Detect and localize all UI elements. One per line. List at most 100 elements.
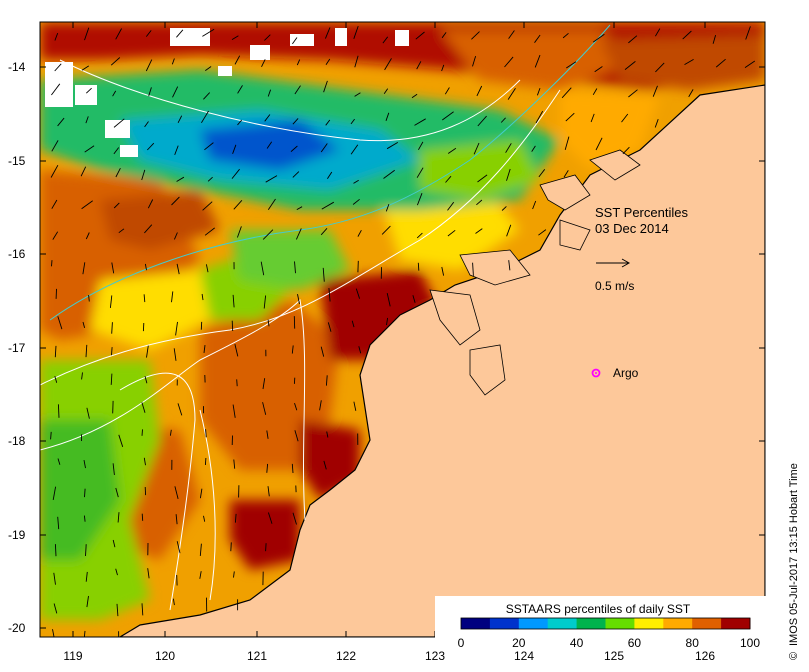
current-vector	[383, 88, 389, 95]
current-vector	[564, 136, 570, 151]
current-vector	[444, 87, 450, 95]
current-vector	[267, 198, 276, 211]
legend-background	[435, 596, 767, 638]
current-vector	[386, 317, 389, 326]
current-vector	[472, 262, 474, 276]
current-vector	[204, 142, 214, 151]
current-vector	[118, 434, 124, 448]
current-vector	[84, 488, 86, 498]
current-vector	[534, 54, 541, 68]
current-vector	[233, 459, 236, 469]
current-vector	[171, 196, 180, 206]
x-tick-label: 125	[604, 649, 624, 663]
current-vector	[350, 144, 359, 155]
current-vector	[415, 31, 425, 40]
current-vector	[416, 61, 422, 70]
current-vector	[86, 595, 89, 608]
current-vector	[85, 544, 87, 557]
current-vector	[353, 179, 359, 184]
current-vector	[205, 264, 209, 273]
current-vector	[112, 463, 115, 476]
legend-tick-label: 60	[628, 636, 642, 650]
map-plot-area	[40, 22, 765, 637]
current-vector	[175, 514, 178, 525]
legend-tick-label: 20	[512, 636, 526, 650]
current-vector	[83, 515, 86, 522]
current-vector	[292, 512, 297, 525]
current-vector	[232, 144, 237, 154]
current-vector	[442, 111, 454, 121]
current-vector	[234, 343, 239, 357]
velocity-scale: 0.5 m/s	[595, 258, 634, 293]
current-vector	[146, 142, 155, 151]
current-vector	[292, 37, 298, 45]
current-vector	[53, 603, 58, 614]
current-vector	[624, 61, 636, 70]
legend-swatch	[461, 618, 491, 629]
current-vector	[267, 89, 272, 97]
current-vector	[81, 372, 83, 380]
x-tick-label: 120	[155, 649, 175, 663]
current-vector	[655, 62, 665, 73]
current-vector	[327, 171, 333, 179]
current-vector	[207, 176, 213, 182]
current-vector	[205, 66, 212, 71]
current-vector	[628, 35, 638, 44]
legend-swatch	[634, 618, 664, 629]
current-vector	[262, 229, 274, 240]
current-vector	[594, 66, 603, 73]
current-vector	[111, 347, 113, 356]
current-vector	[85, 232, 90, 240]
current-vector	[294, 261, 296, 274]
current-vector	[744, 60, 756, 68]
current-vector	[237, 119, 243, 126]
current-vector	[383, 169, 395, 179]
current-vector	[80, 166, 87, 177]
current-vector	[112, 90, 117, 97]
sst-field	[40, 22, 765, 637]
current-vector	[381, 225, 391, 235]
y-axis: -14 -15 -16 -17 -18 -19 -20	[8, 60, 765, 635]
current-vector	[441, 32, 447, 39]
current-vector	[622, 146, 630, 155]
current-vector	[177, 403, 183, 416]
current-vector	[264, 114, 271, 122]
current-vector	[147, 568, 150, 579]
plot-frame	[39, 21, 766, 638]
current-vector	[266, 430, 269, 439]
argo-float: Argo	[591, 366, 639, 380]
current-vector	[85, 87, 92, 94]
y-tick-label: -18	[8, 434, 26, 448]
current-vector	[353, 25, 359, 39]
legend-swatch	[547, 618, 578, 629]
current-vector	[322, 267, 325, 282]
current-vector	[144, 121, 149, 128]
current-vector	[118, 228, 125, 234]
x-tick-label: 124	[514, 649, 534, 663]
current-vector	[144, 263, 147, 271]
current-vector	[500, 117, 506, 123]
current-vector	[531, 145, 536, 152]
current-vector	[265, 543, 267, 552]
current-vector	[262, 378, 266, 390]
current-vector	[291, 463, 294, 474]
current-vector	[321, 201, 335, 210]
current-vector	[354, 55, 359, 68]
current-vector	[328, 288, 331, 302]
current-vector	[51, 199, 58, 209]
legend-swatch	[692, 618, 722, 629]
current-vector	[325, 375, 328, 386]
current-vector	[260, 261, 265, 276]
current-vector	[172, 598, 175, 606]
current-vector	[199, 543, 202, 556]
y-tick-label: -17	[8, 341, 26, 355]
current-vector	[231, 320, 234, 332]
current-vector	[57, 516, 60, 530]
legend-swatch	[721, 618, 751, 629]
current-vector	[504, 56, 514, 68]
current-vector	[145, 30, 152, 37]
current-vector	[386, 142, 399, 150]
current-vector	[199, 571, 202, 579]
current-vector	[113, 202, 120, 209]
